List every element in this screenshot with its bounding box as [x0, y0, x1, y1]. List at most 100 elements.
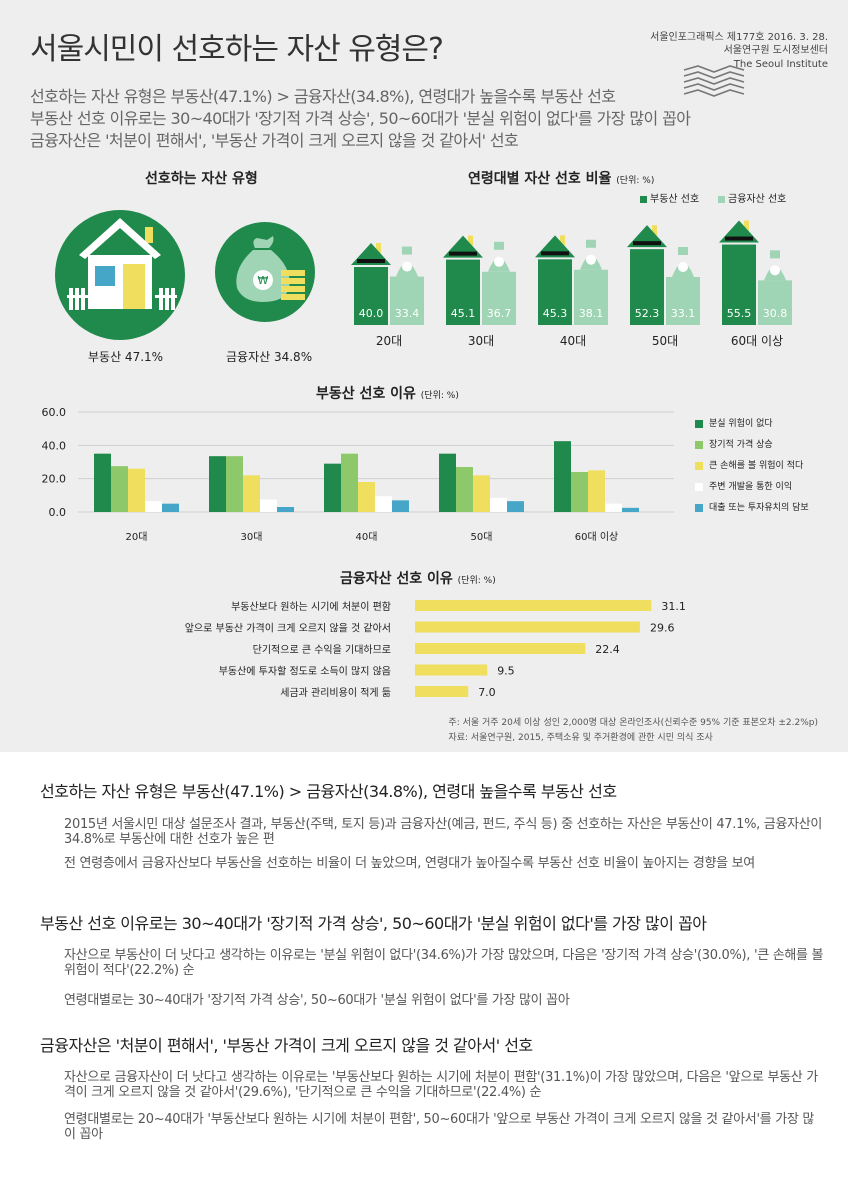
- subtitle-line: 선호하는 자산 유형은 부동산(47.1%) > 금융자산(34.8%), 연령…: [30, 87, 616, 106]
- legend-label: 분실 위험이 없다: [709, 419, 773, 429]
- bar-1: [439, 453, 456, 512]
- fin-reason-title-text: 금융자산 선호 이유: [340, 571, 453, 587]
- money-bag-knot: [494, 241, 504, 250]
- bar: [415, 643, 586, 654]
- bar-3: [128, 468, 145, 512]
- issue-info: 서울인포그래픽스 제177호 2016. 3. 28.: [650, 32, 828, 43]
- value-label: 38.1: [579, 307, 604, 320]
- category-label: 20대: [376, 334, 402, 348]
- bar-financial: [390, 276, 424, 325]
- house-chimney: [376, 243, 381, 253]
- legend-swatch: [695, 461, 703, 470]
- house-chimney: [560, 235, 565, 246]
- re-legend-item: 큰 손해를 볼 위험이 적다: [695, 458, 803, 471]
- legend-label: 대출 또는 투자유치의 담보: [709, 503, 809, 513]
- category-label: 50대: [471, 531, 493, 543]
- bar-5: [622, 507, 639, 512]
- value-label: 52.3: [635, 307, 660, 320]
- section-paragraph: 연령대별로는 30~40대가 '장기적 가격 상승', 50~60대가 '분실 …: [64, 993, 570, 1008]
- money-bag-knot: [402, 246, 412, 255]
- money-bag-knot: [678, 247, 688, 256]
- page-title: 서울시민이 선호하는 자산 유형은?: [30, 32, 444, 67]
- y-tick-label: 40.0: [42, 439, 67, 452]
- bar-5: [162, 503, 179, 512]
- y-tick-label: 60.0: [42, 406, 67, 419]
- age-legend-real-estate: 부동산 선호: [640, 190, 699, 205]
- real-estate-reason-chart: 60.0 40.0 20.0 0.0 20대 30대 40대 50대 60대 이상: [42, 406, 674, 543]
- won-coin-icon: [402, 261, 412, 272]
- won-coin-icon: [678, 262, 688, 273]
- category-label: 앞으로 부동산 가격이 크게 오르지 않을 것 같아서: [185, 622, 391, 635]
- house-chimney: [652, 225, 657, 236]
- re-reason-unit: (단위: %): [420, 391, 459, 401]
- infographic-panel: 서울시민이 선호하는 자산 유형은? 서울인포그래픽스 제177호 2016. …: [0, 0, 848, 752]
- bar-financial: [482, 271, 516, 325]
- category-label: 40대: [560, 334, 586, 348]
- category-label: 60대 이상: [575, 531, 619, 543]
- bar-real-estate: [630, 249, 664, 325]
- asset-type-title: 선호하는 자산 유형: [145, 171, 258, 187]
- section-heading: 부동산 선호 이유로는 30~40대가 '장기적 가격 상승', 50~60대가…: [40, 914, 707, 933]
- age-chart-title-text: 연령대별 자산 선호 비율: [468, 171, 612, 187]
- legend-label: 장기적 가격 상승: [709, 440, 773, 450]
- legend-label: 주변 개발을 통한 이익: [709, 482, 793, 492]
- house-chimney: [468, 235, 473, 246]
- financial-label: 금융자산 34.8%: [226, 350, 313, 364]
- age-chart-unit: (단위: %): [616, 176, 655, 186]
- bar-real-estate: [722, 244, 756, 325]
- bar-4: [145, 501, 162, 512]
- notes-block: 주: 서울 거주 20세 이상 성인 2,000명 대상 온라인조사(신뢰수준 …: [448, 716, 818, 746]
- bar-3: [473, 475, 490, 512]
- source-note: 자료: 서울연구원, 2015, 주택소유 및 주거환경에 관한 시민 의식 조…: [448, 733, 713, 743]
- bar-4: [375, 496, 392, 512]
- bar-financial: [666, 277, 700, 325]
- money-bag-icon: ₩: [236, 236, 290, 302]
- section-heading: 금융자산은 '처분이 편해서', '부동산 가격이 크게 오르지 않을 것 같아…: [40, 1036, 533, 1055]
- bar-1: [94, 453, 111, 512]
- category-label: 부동산에 투자할 정도로 소득이 많지 않음: [219, 666, 391, 678]
- won-coin-icon: [770, 265, 780, 276]
- bar-financial: [574, 269, 608, 325]
- re-reason-title: 부동산 선호 이유 (단위: %): [316, 383, 459, 403]
- bar-real-estate: [354, 267, 388, 325]
- bar-3: [588, 470, 605, 512]
- value-label: 40.0: [359, 307, 384, 320]
- value-label: 22.4: [595, 643, 620, 656]
- legend-label: 큰 손해를 볼 위험이 적다: [709, 461, 804, 471]
- section-paragraph: 연령대별로는 20~40대가 '부동산보다 원하는 시기에 처분이 편함', 5…: [64, 1112, 815, 1142]
- subtitle-line: 부동산 선호 이유로는 30~40대가 '장기적 가격 상승', 50~60대가…: [30, 109, 691, 128]
- house-eave: [541, 251, 569, 256]
- value-label: 31.1: [661, 600, 686, 613]
- bar: [415, 664, 488, 676]
- house-icon: [67, 218, 177, 310]
- survey-note: 주: 서울 거주 20세 이상 성인 2,000명 대상 온라인조사(신뢰수준 …: [448, 718, 818, 728]
- institute-name-ko: 서울연구원 도시정보센터: [723, 45, 828, 56]
- value-label: 36.7: [487, 307, 512, 320]
- fin-reason-unit: (단위: %): [457, 576, 496, 586]
- bar-1: [554, 441, 571, 512]
- value-label: 55.5: [727, 307, 752, 320]
- value-label: 9.5: [497, 665, 515, 678]
- category-label: 50대: [652, 334, 678, 348]
- institute-name-en: The Seoul Institute: [733, 59, 828, 70]
- bar: [415, 600, 652, 611]
- house-chimney: [744, 220, 749, 231]
- re-reason-title-text: 부동산 선호 이유: [316, 386, 416, 402]
- y-tick-label: 20.0: [42, 473, 67, 486]
- bar-2: [456, 467, 473, 512]
- bar-1: [324, 463, 341, 512]
- age-legend-financial: 금융자산 선호: [718, 190, 786, 205]
- money-bag-knot: [586, 239, 596, 248]
- category-label: 단기적으로 큰 수익을 기대하므로: [253, 643, 391, 656]
- value-label: 33.4: [395, 307, 420, 320]
- re-legend-item: 분실 위험이 없다: [695, 416, 773, 429]
- section-paragraph: 2015년 서울시민 대상 설문조사 결과, 부동산(주택, 토지 등)과 금융…: [64, 817, 823, 847]
- category-label: 부동산보다 원하는 시기에 처분이 편함: [231, 600, 391, 613]
- bar-4: [490, 497, 507, 512]
- value-label: 45.1: [451, 307, 476, 320]
- bar-5: [507, 501, 524, 512]
- category-label: 40대: [356, 531, 378, 543]
- won-coin-icon: [586, 254, 596, 265]
- age-chart-title: 연령대별 자산 선호 비율 (단위: %): [468, 168, 654, 188]
- value-label: 7.0: [478, 686, 496, 699]
